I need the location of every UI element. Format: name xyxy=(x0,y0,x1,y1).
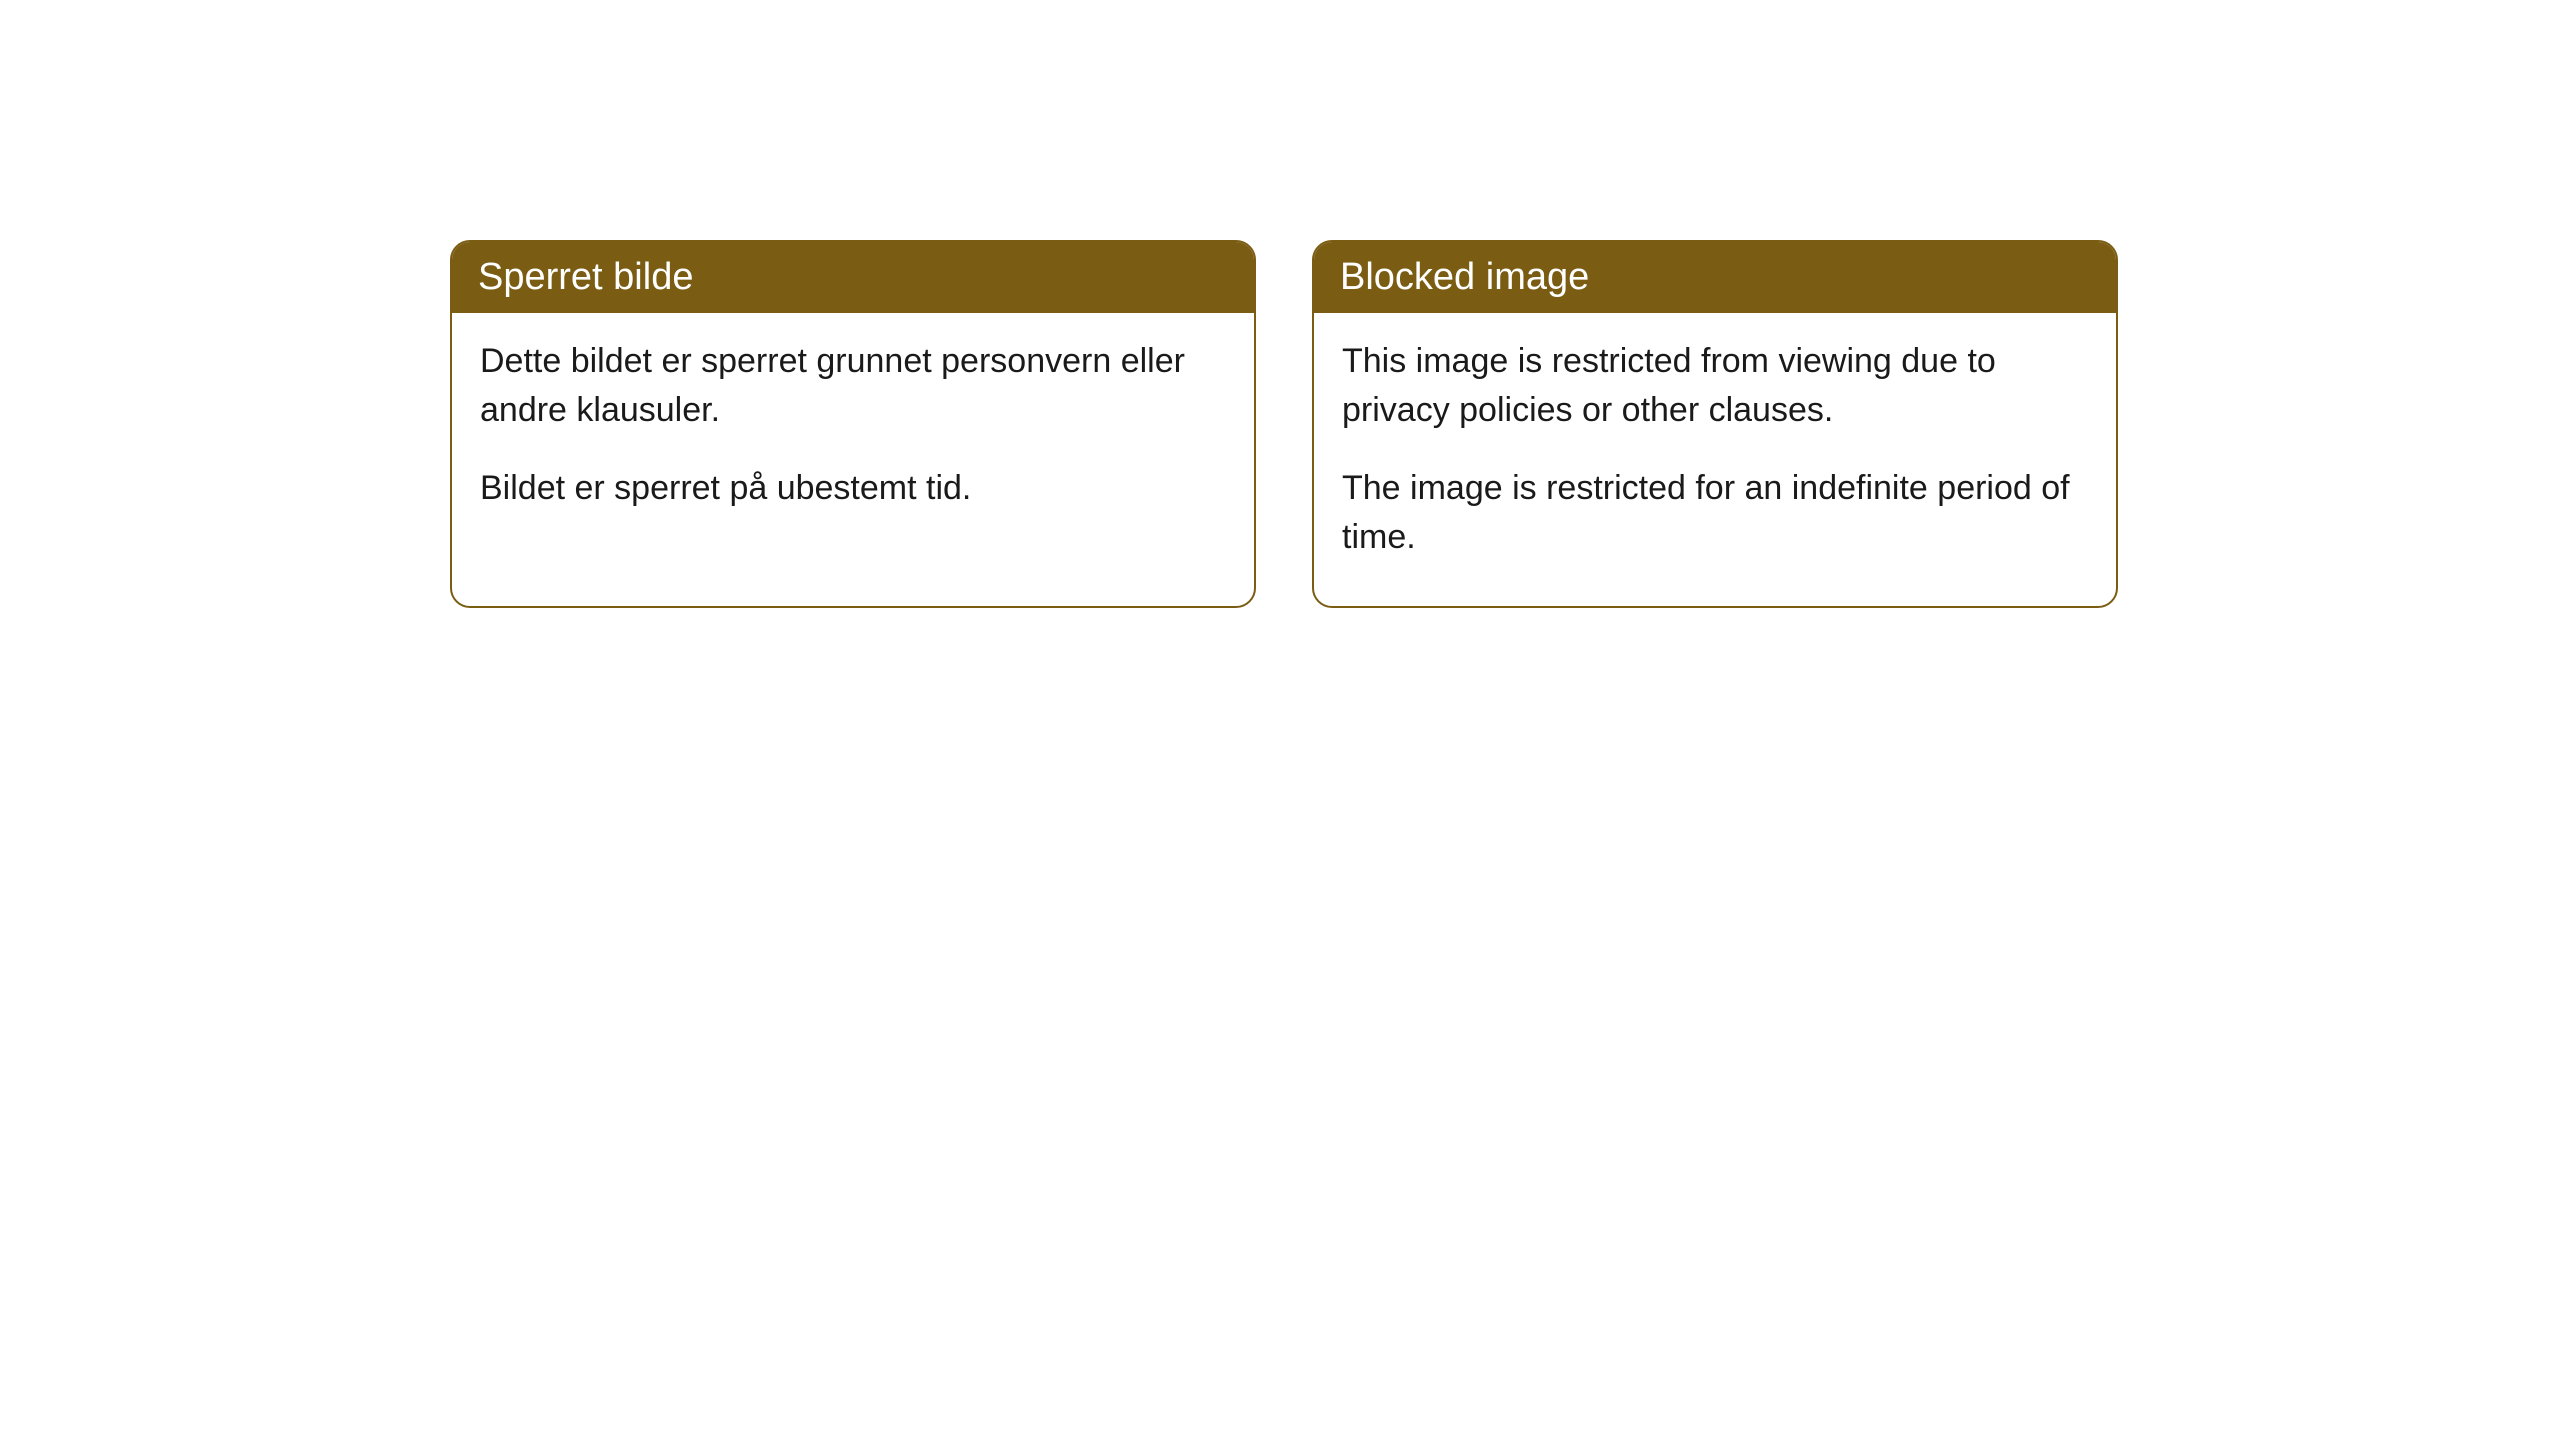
card-paragraph: Bildet er sperret på ubestemt tid. xyxy=(480,464,1226,513)
card-title: Sperret bilde xyxy=(478,256,693,298)
card-english: Blocked image This image is restricted f… xyxy=(1312,240,2118,608)
card-header-norwegian: Sperret bilde xyxy=(452,242,1254,313)
card-title: Blocked image xyxy=(1340,256,1589,298)
card-paragraph: The image is restricted for an indefinit… xyxy=(1342,464,2088,563)
card-paragraph: This image is restricted from viewing du… xyxy=(1342,337,2088,436)
card-norwegian: Sperret bilde Dette bildet er sperret gr… xyxy=(450,240,1256,608)
card-header-english: Blocked image xyxy=(1314,242,2116,313)
card-body-norwegian: Dette bildet er sperret grunnet personve… xyxy=(452,313,1254,557)
card-body-english: This image is restricted from viewing du… xyxy=(1314,313,2116,606)
card-paragraph: Dette bildet er sperret grunnet personve… xyxy=(480,337,1226,436)
cards-container: Sperret bilde Dette bildet er sperret gr… xyxy=(0,0,2560,608)
